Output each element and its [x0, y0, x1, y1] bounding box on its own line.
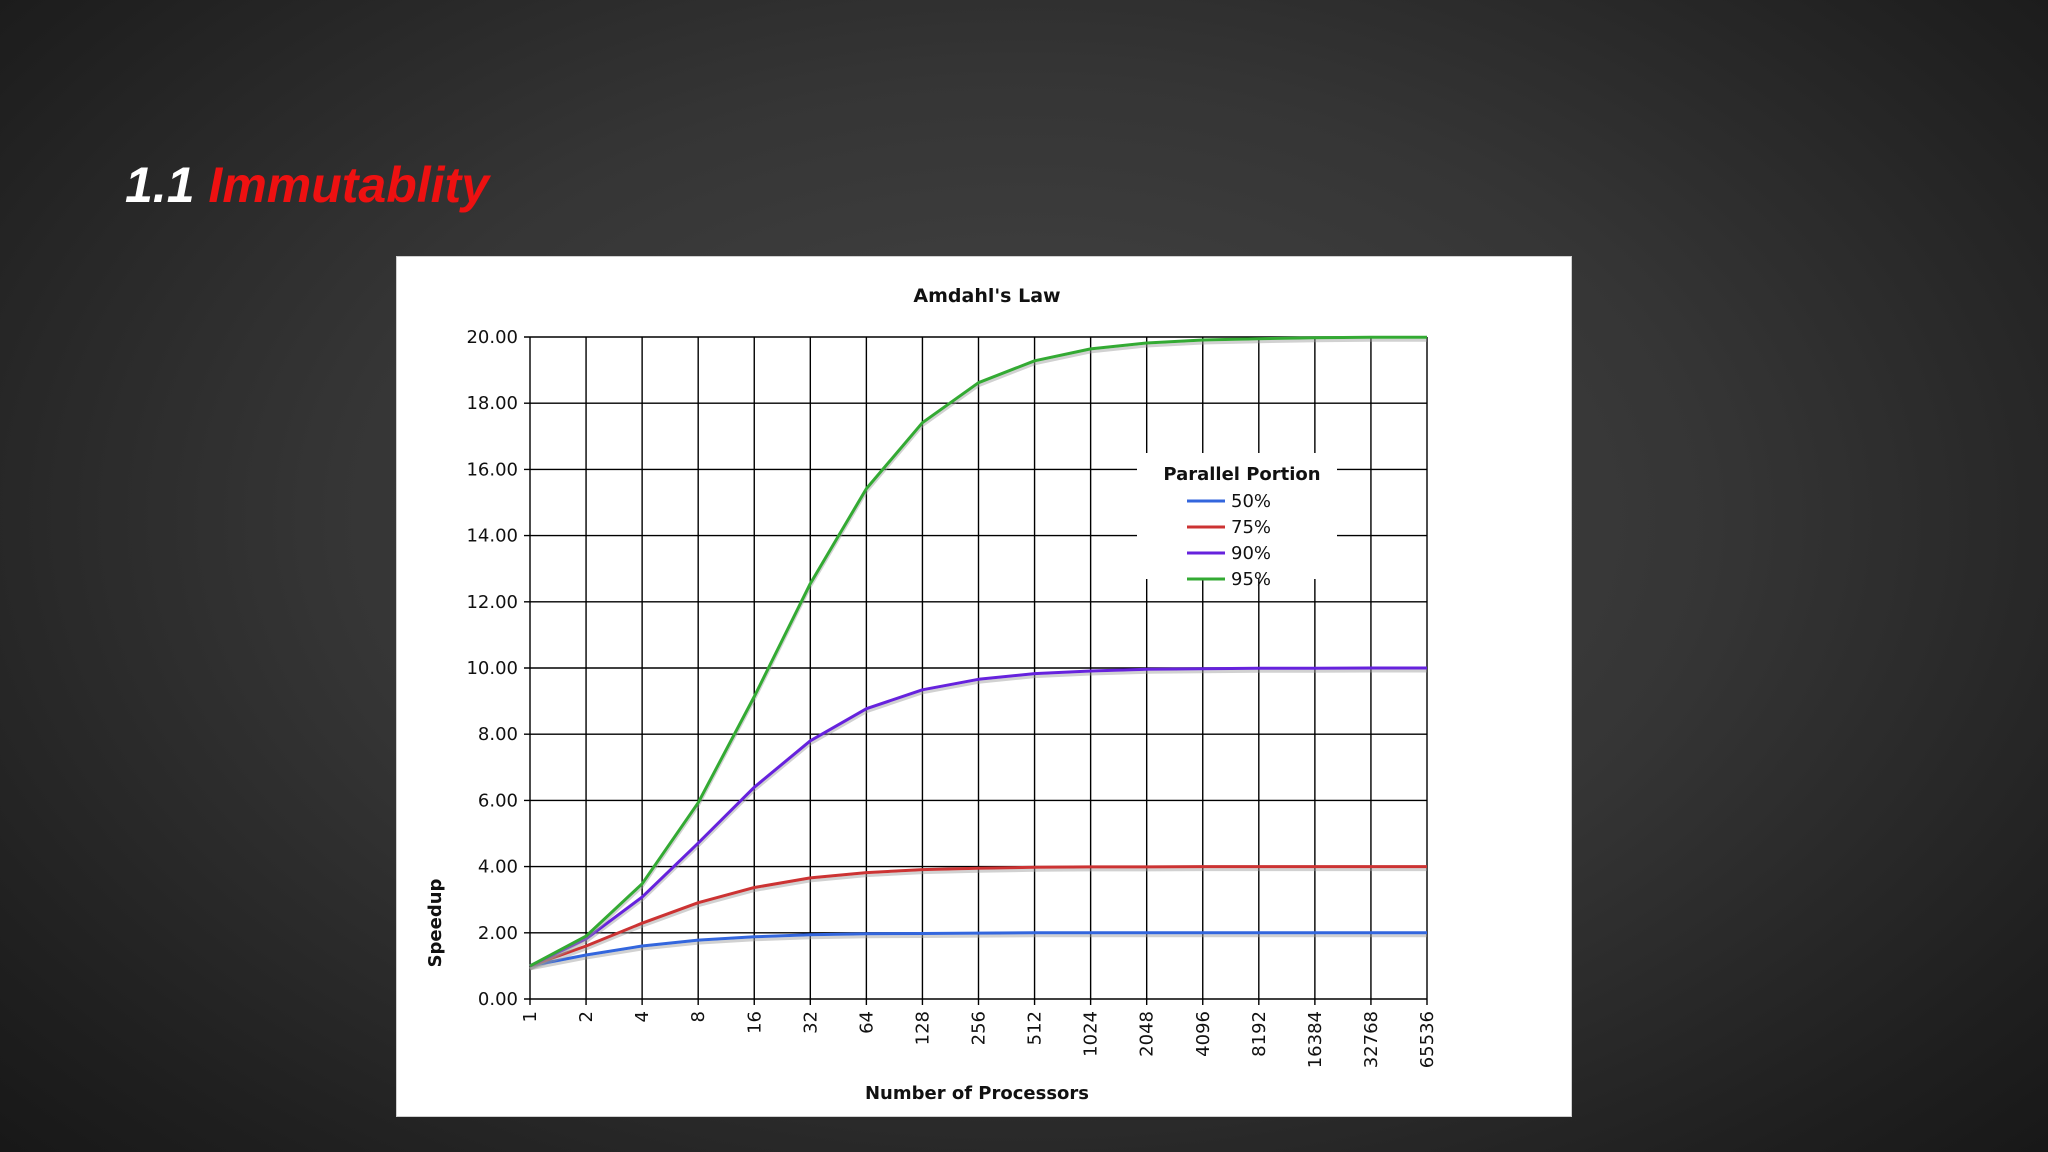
- series-shadow: [529, 669, 1427, 971]
- x-tick-label: 1024: [1081, 1011, 1102, 1057]
- x-tick-label: 4096: [1193, 1011, 1214, 1057]
- series-shadow: [529, 934, 1427, 971]
- y-tick-label: 14.00: [466, 526, 518, 547]
- legend-title: Parallel Portion: [1163, 464, 1320, 485]
- x-tick-label: 64: [856, 1011, 877, 1034]
- legend-label: 75%: [1231, 517, 1271, 538]
- x-axis-label: Number of Processors: [865, 1083, 1089, 1104]
- series-75-percent: [529, 865, 1427, 971]
- x-tick-label: 128: [912, 1011, 933, 1045]
- x-tick-label: 256: [969, 1011, 990, 1045]
- slide-title: 1.1 Immutablity: [125, 160, 489, 210]
- chart-legend: Parallel Portion 50% 75% 90% 95%: [1137, 453, 1337, 590]
- y-tick-label: 0.00: [478, 989, 518, 1010]
- x-tick-label: 32: [800, 1011, 821, 1034]
- legend-item: 95%: [1187, 569, 1271, 590]
- legend-label: 90%: [1231, 543, 1271, 564]
- series-line: [529, 335, 1427, 968]
- x-tick-label: 8192: [1249, 1011, 1270, 1057]
- x-tick-label: 16: [744, 1011, 765, 1034]
- series-line: [529, 931, 1427, 968]
- series-50-percent: [529, 931, 1427, 971]
- y-tick-label: 12.00: [466, 592, 518, 613]
- y-tick-label: 10.00: [466, 658, 518, 679]
- legend-item: 50%: [1187, 491, 1271, 512]
- y-tick-label: 20.00: [466, 327, 518, 348]
- legend-item: 90%: [1187, 543, 1271, 564]
- x-tick-label: 2048: [1137, 1011, 1158, 1057]
- x-tick-label: 4: [632, 1011, 653, 1022]
- legend-label: 50%: [1231, 491, 1271, 512]
- slide-title-word: Immutablity: [208, 157, 490, 213]
- y-tick-label: 4.00: [478, 857, 518, 878]
- series-95-percent: [529, 335, 1427, 971]
- legend-item: 75%: [1187, 517, 1271, 538]
- y-tick-label: 8.00: [478, 724, 518, 745]
- x-tick-label: 512: [1025, 1011, 1046, 1045]
- y-tick-label: 18.00: [466, 393, 518, 414]
- x-tick-label: 32768: [1361, 1011, 1382, 1068]
- slide-title-number: 1.1: [125, 157, 195, 213]
- legend-label: 95%: [1231, 569, 1271, 590]
- y-axis-ticks: 0.00 2.00 4.00 6.00 8.00 10.00 12.00 14.00 16.00…: [466, 327, 518, 1010]
- chart-title: Amdahl's Law: [913, 285, 1060, 307]
- chart-grid: [524, 336, 1428, 1005]
- x-tick-label: 65536: [1417, 1011, 1438, 1068]
- series-line: [529, 865, 1427, 968]
- y-axis-label: Speedup: [425, 878, 446, 967]
- y-tick-label: 2.00: [478, 923, 518, 944]
- chart-series: [529, 335, 1427, 971]
- x-tick-label: 8: [688, 1011, 709, 1022]
- y-tick-label: 6.00: [478, 790, 518, 811]
- x-axis-ticks: 1 2 4 8 16 32 64 128 256 512 1024 2048 4096 8192 16384…: [520, 1011, 1438, 1068]
- chart-panel: Amdahl's Law 0.00 2.00 4.00 6.00 8.00 10.00 12…: [396, 256, 1572, 1117]
- series-90-percent: [529, 666, 1427, 971]
- y-tick-label: 16.00: [466, 459, 518, 480]
- x-tick-label: 2: [576, 1011, 597, 1022]
- x-tick-label: 1: [520, 1011, 541, 1022]
- legend-background: [1137, 453, 1337, 579]
- x-tick-label: 16384: [1305, 1011, 1326, 1068]
- series-shadow: [529, 338, 1427, 971]
- series-shadow: [529, 868, 1427, 971]
- amdahl-chart: Amdahl's Law 0.002.004.006.008.0010.0012…: [425, 285, 1438, 1104]
- series-line: [529, 666, 1427, 968]
